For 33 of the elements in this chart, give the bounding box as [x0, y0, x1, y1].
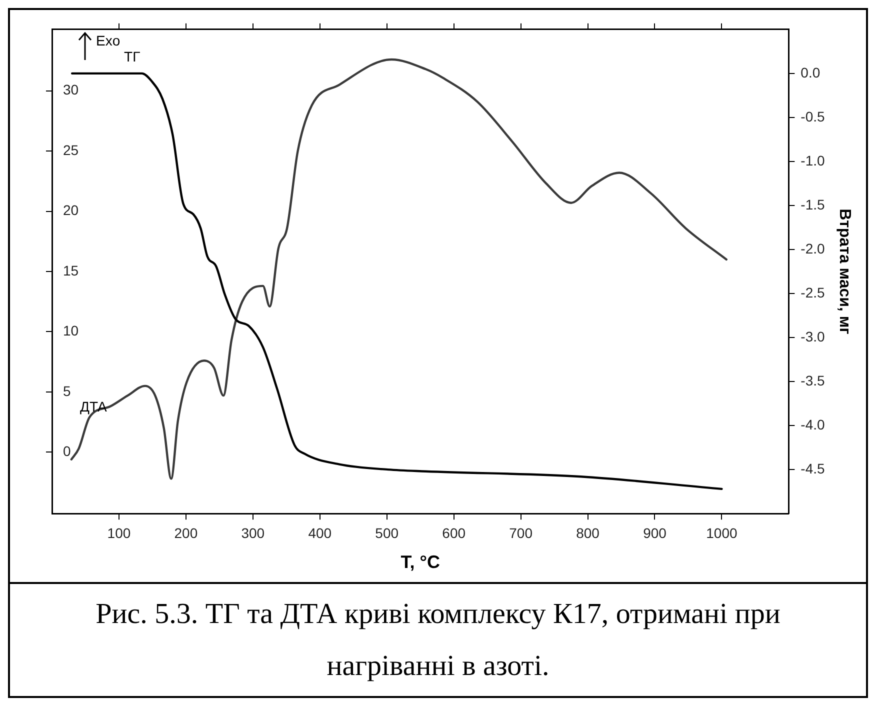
x-tick-label: 100 [107, 524, 131, 541]
y2-tick-label: -2.0 [800, 240, 826, 256]
x-tick-label: 700 [509, 524, 533, 541]
x-tick-label: 500 [375, 524, 399, 541]
y2-tick-label: -0.5 [800, 108, 826, 124]
y2-tick-label: -1.5 [800, 196, 826, 212]
series-label: ТГ [124, 48, 141, 64]
x-axis-title: T, °C [400, 552, 440, 572]
x-tick-label: 300 [241, 524, 265, 541]
y-tick-label: 30 [63, 82, 79, 98]
y2-tick-label: -2.5 [800, 284, 826, 300]
x-tick-label: 900 [643, 524, 667, 541]
y-tick-label: 20 [63, 202, 79, 218]
x-tick-label: 1000 [706, 524, 738, 541]
y-tick-label: 5 [63, 382, 71, 399]
y-tick-label: 15 [63, 262, 79, 278]
y-tick-label: 0 [63, 443, 71, 460]
x-tick-label: 800 [576, 524, 600, 541]
y2-tick-label: -4.5 [800, 460, 826, 476]
x-tick-label: 400 [308, 524, 332, 541]
y2-tick-label: -3.0 [800, 328, 826, 344]
y2-tick-label: -4.0 [800, 416, 826, 432]
text: Рис. 5.3. ТГ та ДТА криві комплексу К17, отримані при нагріванні в азоті. [10, 582, 866, 696]
y2-tick-label: 0.0 [800, 64, 820, 80]
y2-axis-title: Втрата маси, мг [836, 208, 853, 335]
series-label: ДТА [80, 398, 108, 414]
y-tick-label: 25 [63, 142, 79, 158]
x-tick-label: 200 [174, 524, 198, 541]
x-tick-label: 600 [442, 524, 466, 541]
y-tick-label: 10 [63, 322, 79, 339]
y2-tick-label: -3.5 [800, 372, 826, 388]
y2-tick-label: -1.0 [800, 152, 826, 168]
annotation: Exo [96, 32, 120, 48]
